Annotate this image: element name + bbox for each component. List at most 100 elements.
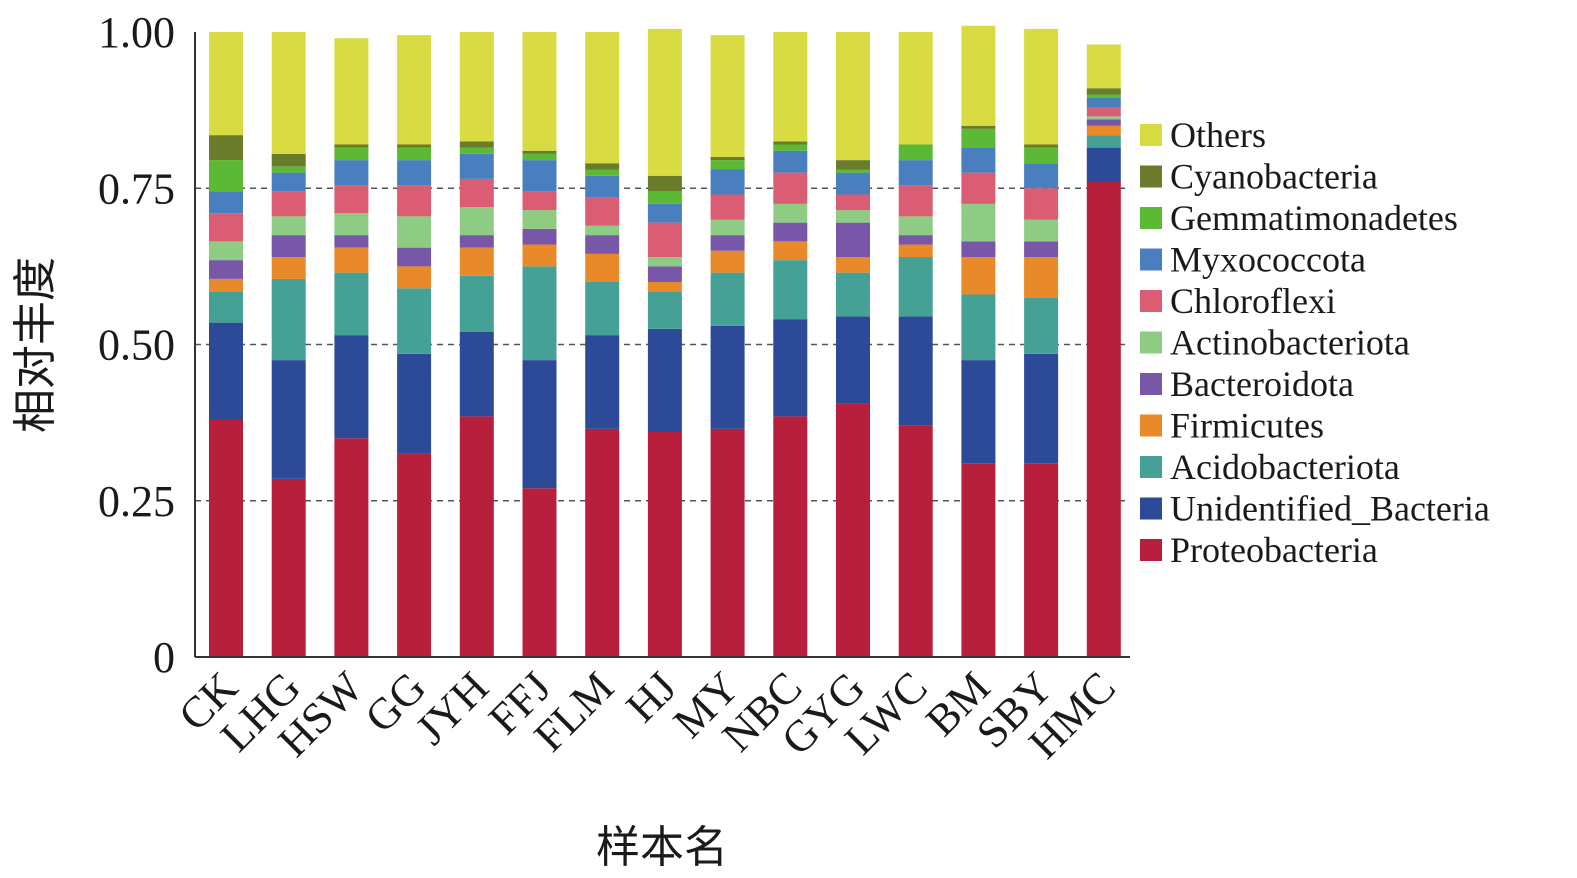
legend-item: Bacteroidota <box>1140 364 1354 404</box>
bar-segment-unidentified-bacteria <box>836 316 870 404</box>
legend-item: Acidobacteriota <box>1140 447 1400 487</box>
bar-segment-actinobacteriota <box>961 203 996 242</box>
bar-segment-others <box>836 32 870 161</box>
y-axis-title: 相对丰度 <box>10 257 61 433</box>
bar-segment-others <box>271 32 306 154</box>
bar-segment-firmicutes <box>1086 125 1121 136</box>
bar-segment-others <box>773 32 808 142</box>
legend-label: Others <box>1170 115 1266 155</box>
bar-segment-gemmatimonadetes <box>836 169 870 173</box>
bar-segment-acidobacteriota <box>271 278 306 361</box>
bar-segment-chloroflexi <box>773 172 808 204</box>
bar-segment-gemmatimonadetes <box>459 147 494 154</box>
legend-swatch <box>1140 248 1162 271</box>
bar-segment-myxococcota <box>773 150 808 173</box>
bar-segment-cyanobacteria <box>773 141 808 145</box>
bar-segment-bacteroidota <box>209 260 243 279</box>
legend-label: Acidobacteriota <box>1170 447 1400 487</box>
bar-segment-cyanobacteria <box>1024 144 1059 148</box>
legend-item: Chloroflexi <box>1140 281 1336 321</box>
bar-segment-proteobacteria <box>898 425 933 657</box>
bar-segment-myxococcota <box>898 160 933 186</box>
legend: OthersCyanobacteriaGemmatimonadetesMyxoc… <box>1140 115 1490 570</box>
bar-stack-ck <box>209 32 243 657</box>
bar-segment-acidobacteriota <box>334 272 369 336</box>
bar-segment-proteobacteria <box>522 488 557 657</box>
bar-segment-proteobacteria <box>1086 182 1121 657</box>
bar-segment-actinobacteriota <box>710 219 745 236</box>
bar-stack-hj <box>647 28 682 657</box>
bar-segment-actinobacteriota <box>773 203 808 223</box>
bar-segment-myxococcota <box>1086 97 1121 107</box>
bar-segment-chloroflexi <box>459 178 494 207</box>
y-tick-label: 0.50 <box>98 321 175 370</box>
bar-segment-unidentified-bacteria <box>522 360 557 489</box>
bar-segment-myxococcota <box>334 160 369 186</box>
bar-segment-gemmatimonadetes <box>961 128 996 148</box>
bar-segment-chloroflexi <box>522 191 557 211</box>
legend-item: Others <box>1140 115 1266 155</box>
bar-segment-unidentified-bacteria <box>334 335 369 439</box>
bar-stack-my <box>710 35 745 657</box>
bar-segment-proteobacteria <box>271 478 306 657</box>
bar-segment-firmicutes <box>209 278 243 292</box>
legend-swatch <box>1140 414 1162 437</box>
bar-segment-gemmatimonadetes <box>1024 147 1059 164</box>
bar-segment-actinobacteriota <box>1024 219 1059 242</box>
bar-segment-firmicutes <box>836 257 870 273</box>
bar-segment-actinobacteriota <box>585 225 620 236</box>
bar-stack-hsw <box>334 38 369 657</box>
bar-segment-others <box>1024 28 1059 145</box>
bar-segment-gemmatimonadetes <box>209 160 243 192</box>
bar-segment-chloroflexi <box>898 185 933 217</box>
bar-segment-bacteroidota <box>334 235 369 248</box>
bar-segment-chloroflexi <box>209 213 243 242</box>
bar-segment-myxococcota <box>397 160 432 186</box>
bar-segment-bacteroidota <box>647 266 682 282</box>
legend-swatch <box>1140 539 1162 561</box>
bar-segment-actinobacteriota <box>836 210 870 223</box>
bar-segment-cyanobacteria <box>1086 88 1121 95</box>
x-axis-title: 样本名 <box>596 822 728 873</box>
bar-segment-acidobacteriota <box>961 294 996 361</box>
bar-segment-proteobacteria <box>836 403 870 657</box>
bar-segment-myxococcota <box>1024 163 1059 189</box>
legend-label: Proteobacteria <box>1170 530 1378 570</box>
bar-segment-proteobacteria <box>961 463 996 657</box>
y-tick-label: 0.25 <box>98 477 175 526</box>
bar-segment-gemmatimonadetes <box>710 160 745 170</box>
bar-segment-cyanobacteria <box>334 144 369 148</box>
bar-segment-acidobacteriota <box>585 282 620 336</box>
bar-segment-unidentified-bacteria <box>209 322 243 420</box>
bar-segment-chloroflexi <box>647 222 682 257</box>
bar-segment-others <box>1086 44 1121 89</box>
bar-segment-firmicutes <box>585 253 620 282</box>
bar-segment-firmicutes <box>773 241 808 261</box>
legend-swatch <box>1140 331 1162 354</box>
bar-stack-flm <box>585 32 620 657</box>
bar-segment-others <box>647 28 682 176</box>
bar-segment-cyanobacteria <box>961 125 996 129</box>
legend-label: Firmicutes <box>1170 406 1324 446</box>
legend-item: Myxococcota <box>1140 240 1366 280</box>
legend-item: Cyanobacteria <box>1140 157 1378 197</box>
bar-segment-bacteroidota <box>773 222 808 242</box>
bar-segment-chloroflexi <box>961 172 996 204</box>
bar-segment-firmicutes <box>898 244 933 257</box>
bar-segment-bacteroidota <box>1024 241 1059 257</box>
bar-segment-firmicutes <box>710 250 745 273</box>
bar-segment-others <box>459 32 494 142</box>
bar-segment-gemmatimonadetes <box>397 147 432 161</box>
bar-segment-acidobacteriota <box>397 288 432 354</box>
legend-swatch <box>1140 373 1162 395</box>
bar-segment-bacteroidota <box>898 235 933 245</box>
legend-swatch <box>1140 290 1162 312</box>
axes <box>194 32 1130 658</box>
bar-segment-acidobacteriota <box>459 275 494 332</box>
bar-segment-acidobacteriota <box>522 266 557 361</box>
legend-swatch <box>1140 456 1162 478</box>
bar-segment-gemmatimonadetes <box>585 169 620 176</box>
bar-segment-myxococcota <box>961 147 996 173</box>
